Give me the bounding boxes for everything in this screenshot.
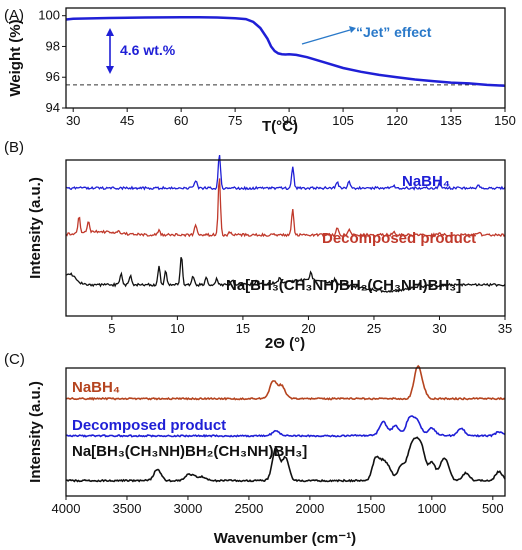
panel-a-frame xyxy=(65,7,506,109)
panel-c-legend-nabh4: NaBH₄ xyxy=(72,379,120,396)
x-tick-label: 60 xyxy=(174,113,188,128)
x-tick-label: 30 xyxy=(432,321,446,336)
panel-c-series-compound xyxy=(65,436,506,483)
panel-c-ylabel: Intensity (a.u.) xyxy=(27,381,44,483)
panel-b-xlabel: 2Θ (°) xyxy=(265,335,305,352)
x-tick-label: 150 xyxy=(494,113,516,128)
jet-effect-arrow xyxy=(301,26,356,45)
x-tick-label: 45 xyxy=(120,113,134,128)
panel-c-xticks: 4000 3500 3000 2500 2000 1500 1000 500 xyxy=(52,496,504,516)
panel-a-ylabel: Weight (%) xyxy=(7,19,24,96)
panel-c-legend-compound: Na[BH₃(CH₃NH)BH₂(CH₃NH)BH₃] xyxy=(72,443,307,460)
panel-b-legend-decomposed: Decomposed product xyxy=(322,230,476,247)
panel-b-frame xyxy=(65,159,506,317)
x-tick-label: 30 xyxy=(66,113,80,128)
x-tick-label: 15 xyxy=(236,321,250,336)
jet-effect-label: “Jet” effect xyxy=(356,24,432,40)
panel-c: (C) Intensity (a.u.) 4000 3500 3000 2500 200… xyxy=(4,351,506,547)
panel-b-series-decomposed xyxy=(65,178,506,238)
x-tick-label: 5 xyxy=(108,321,115,336)
panel-b-ylabel: Intensity (a.u.) xyxy=(27,177,44,279)
x-tick-label: 75 xyxy=(228,113,242,128)
panel-b-label: (B) xyxy=(4,139,24,156)
panel-c-legend-decomposed: Decomposed product xyxy=(72,417,226,434)
panel-b-legend-compound: Na[BH₃(CH₃NH)BH₂(CH₃NH)BH₃] xyxy=(226,277,461,294)
x-tick-label: 10 xyxy=(170,321,184,336)
y-tick-label: 100 xyxy=(38,8,60,23)
panel-c-frame xyxy=(65,367,506,497)
panel-b-series-nabh4 xyxy=(65,154,506,191)
mass-loss-label: 4.6 wt.% xyxy=(120,42,176,58)
x-tick-label: 4000 xyxy=(52,501,81,516)
y-tick-label: 94 xyxy=(46,100,60,115)
x-tick-label: 1000 xyxy=(417,501,446,516)
panel-a-label: (A) xyxy=(4,7,24,24)
x-tick-label: 120 xyxy=(386,113,408,128)
panel-a-yticks: 94 96 98 100 xyxy=(38,8,66,115)
x-tick-label: 105 xyxy=(332,113,354,128)
panel-c-series-decomposed xyxy=(65,415,506,438)
panel-a-xlabel: T(°C) xyxy=(262,118,298,135)
x-tick-label: 20 xyxy=(301,321,315,336)
panel-a: (A) Weight (%) 94 96 98 100 30 45 60 75 90 105 12… xyxy=(4,7,516,135)
panel-c-label: (C) xyxy=(4,351,25,368)
x-tick-label: 35 xyxy=(498,321,512,336)
panel-a-weight-curve xyxy=(65,15,506,87)
x-tick-label: 90 xyxy=(282,113,296,128)
panel-b-legend-nabh4: NaBH₄ xyxy=(402,173,450,190)
panel-b-xticks: 5 10 15 20 25 30 35 xyxy=(108,316,512,336)
x-tick-label: 1500 xyxy=(356,501,385,516)
mass-loss-arrow xyxy=(106,28,114,74)
x-tick-label: 3500 xyxy=(113,501,142,516)
panel-b-series-compound xyxy=(65,257,506,294)
x-tick-label: 3000 xyxy=(173,501,202,516)
panel-a-xticks: 30 45 60 75 90 105 120 135 150 xyxy=(66,108,516,128)
x-tick-label: 25 xyxy=(367,321,381,336)
panel-c-series-nabh4 xyxy=(65,364,506,401)
x-tick-label: 135 xyxy=(440,113,462,128)
x-tick-label: 2000 xyxy=(295,501,324,516)
x-tick-label: 2500 xyxy=(234,501,263,516)
x-tick-label: 500 xyxy=(482,501,504,516)
y-tick-label: 96 xyxy=(46,69,60,84)
panel-b: (B) Intensity (a.u.) 5 10 15 20 25 30 35 NaBH₄… xyxy=(4,139,512,352)
y-tick-label: 98 xyxy=(46,38,60,53)
panel-c-xlabel: Wavenumber (cm⁻¹) xyxy=(214,530,356,547)
